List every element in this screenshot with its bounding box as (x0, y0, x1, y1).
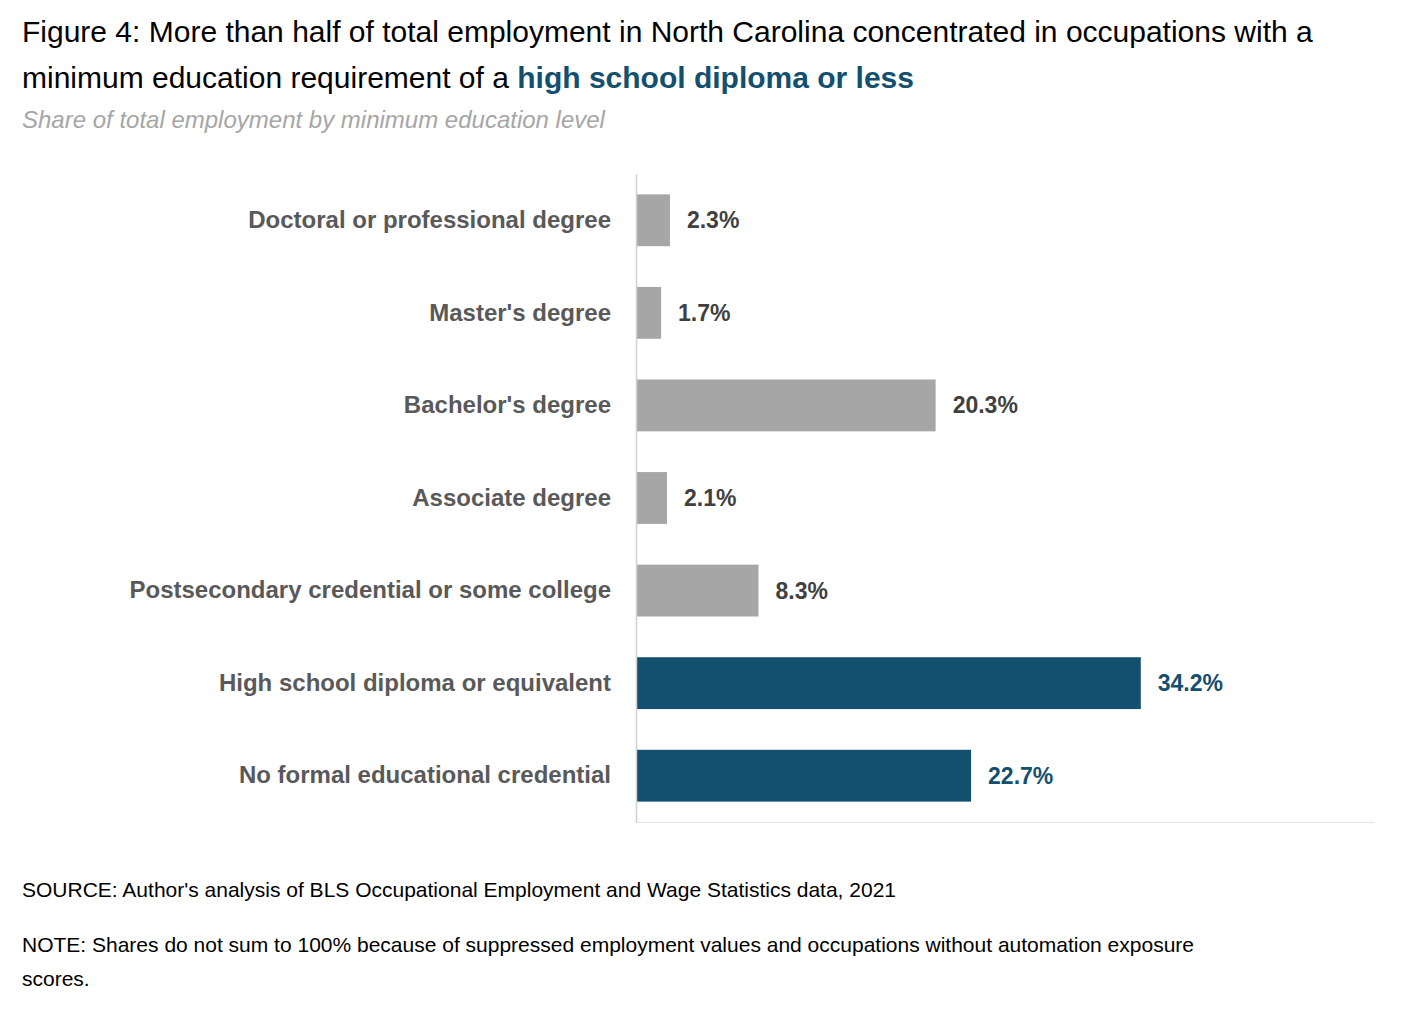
data-label: 34.2% (1158, 670, 1223, 696)
bar (636, 472, 667, 524)
bar (636, 194, 670, 246)
annotation-part: scores. (22, 967, 90, 990)
bar (636, 287, 661, 339)
x-axis-line (637, 822, 1375, 823)
data-label: 2.3% (687, 207, 739, 233)
y-tick: Master's degree (429, 299, 611, 326)
title: minimum education requirement of a high … (22, 61, 914, 94)
y-axis: Doctoral or professional degree Master's … (129, 175, 636, 823)
y-tick-label: High school diploma or equivalent (219, 669, 611, 696)
annotation: SOURCE: Author's analysis of BLS Occupat… (22, 878, 896, 901)
y-tick: Postsecondary credential or some college (129, 576, 611, 603)
bar (636, 380, 936, 432)
bar (636, 657, 1141, 709)
data-label: 22.7% (988, 763, 1053, 789)
subtitle: Share of total employment by minimum edu… (22, 106, 606, 133)
annotation-part: NOTE: Shares do not sum to 100% because … (22, 933, 1194, 956)
data-labels: 2.3% 1.7% 20.3% 2.1% 8.3% 34.2% 22.7% (678, 207, 1223, 788)
title-part: Figure 4: More than half of total employ… (22, 15, 1313, 48)
data-label: 20.3% (953, 392, 1018, 418)
bar (636, 750, 971, 802)
title: Figure 4: More than half of total employ… (22, 15, 1313, 48)
chart: Figure 4: More than half of total employ… (0, 0, 1411, 1028)
y-tick: Associate degree (412, 484, 611, 511)
y-tick: Bachelor's degree (404, 391, 611, 418)
bars (636, 194, 1141, 801)
data-label: 8.3% (776, 578, 828, 604)
annotation: NOTE: Shares do not sum to 100% because … (22, 933, 1194, 956)
y-tick: High school diploma or equivalent (219, 669, 611, 696)
y-tick: Doctoral or professional degree (248, 206, 611, 233)
y-tick: No formal educational credential (239, 761, 611, 788)
y-tick-label: Doctoral or professional degree (248, 206, 611, 233)
y-tick-label: Master's degree (429, 299, 611, 326)
y-tick-label: No formal educational credential (239, 761, 611, 788)
y-tick-label: Associate degree (412, 484, 611, 511)
y-tick-label: Postsecondary credential or some college (129, 576, 611, 603)
data-label: 2.1% (684, 485, 736, 511)
y-tick-label: Bachelor's degree (404, 391, 611, 418)
y-axis-line (636, 175, 638, 823)
title-part: minimum education requirement of a (22, 61, 509, 94)
title-part: high school diploma or less (509, 61, 914, 94)
annotation-part: SOURCE: Author's analysis of BLS Occupat… (22, 878, 896, 901)
x-axis (637, 822, 1375, 823)
bar (636, 565, 759, 617)
data-label: 1.7% (678, 300, 730, 326)
annotation: scores. (22, 967, 90, 990)
